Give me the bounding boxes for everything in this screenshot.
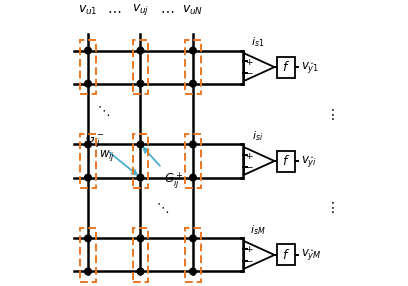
Text: $f$: $f$ bbox=[282, 154, 290, 168]
Text: $i_{sM}$: $i_{sM}$ bbox=[250, 223, 266, 237]
Circle shape bbox=[190, 80, 196, 87]
Circle shape bbox=[85, 80, 91, 87]
Circle shape bbox=[190, 268, 196, 275]
Circle shape bbox=[190, 47, 196, 54]
Text: $v_{\hat{y}M}$: $v_{\hat{y}M}$ bbox=[301, 247, 322, 263]
Text: $\vdots$: $\vdots$ bbox=[325, 107, 335, 122]
Text: $-$: $-$ bbox=[245, 162, 253, 170]
Circle shape bbox=[137, 268, 144, 275]
Circle shape bbox=[137, 47, 144, 54]
Text: $f$: $f$ bbox=[282, 60, 290, 74]
Circle shape bbox=[137, 235, 144, 242]
Bar bbox=[133, 40, 148, 94]
Bar bbox=[277, 57, 295, 78]
Bar bbox=[185, 228, 201, 282]
Bar bbox=[185, 134, 201, 188]
Text: $-$: $-$ bbox=[245, 67, 253, 77]
Text: $\cdots$: $\cdots$ bbox=[107, 3, 121, 17]
Text: $\ddots$: $\ddots$ bbox=[97, 104, 110, 118]
Text: $v_{\hat{y}1}$: $v_{\hat{y}1}$ bbox=[301, 59, 319, 75]
Circle shape bbox=[85, 47, 91, 54]
Bar bbox=[277, 150, 295, 172]
Bar bbox=[277, 245, 295, 265]
Text: $\cdots$: $\cdots$ bbox=[160, 3, 174, 17]
Text: $v_{uj}$: $v_{uj}$ bbox=[132, 2, 149, 17]
Text: $i_{s1}$: $i_{s1}$ bbox=[251, 35, 264, 49]
Circle shape bbox=[190, 141, 196, 148]
Text: $v_{\hat{y}i}$: $v_{\hat{y}i}$ bbox=[301, 154, 317, 168]
Text: $G_{ij}^-$: $G_{ij}^-$ bbox=[85, 132, 137, 174]
Bar bbox=[133, 228, 148, 282]
Circle shape bbox=[137, 80, 144, 87]
Circle shape bbox=[137, 174, 144, 181]
Circle shape bbox=[137, 141, 144, 148]
Text: $v_{uN}$: $v_{uN}$ bbox=[182, 4, 204, 17]
Text: +: + bbox=[245, 152, 253, 160]
Circle shape bbox=[190, 174, 196, 181]
Text: $w_{ij}$: $w_{ij}$ bbox=[99, 148, 115, 163]
Circle shape bbox=[85, 141, 91, 148]
Text: $v_{u1}$: $v_{u1}$ bbox=[78, 4, 98, 17]
Text: $f$: $f$ bbox=[282, 248, 290, 262]
Circle shape bbox=[85, 235, 91, 242]
Text: $-$: $-$ bbox=[245, 255, 253, 264]
Bar bbox=[80, 228, 95, 282]
Circle shape bbox=[85, 174, 91, 181]
Text: $i_{si}$: $i_{si}$ bbox=[252, 129, 264, 143]
Text: $\ddots$: $\ddots$ bbox=[156, 201, 169, 215]
Text: +: + bbox=[245, 57, 253, 67]
Bar bbox=[185, 40, 201, 94]
Bar bbox=[133, 134, 148, 188]
Bar bbox=[80, 134, 95, 188]
Bar bbox=[80, 40, 95, 94]
Circle shape bbox=[190, 235, 196, 242]
Text: $G_{ij}^+$: $G_{ij}^+$ bbox=[144, 148, 184, 191]
Circle shape bbox=[85, 268, 91, 275]
Text: +: + bbox=[245, 245, 253, 255]
Text: $\vdots$: $\vdots$ bbox=[325, 200, 335, 215]
